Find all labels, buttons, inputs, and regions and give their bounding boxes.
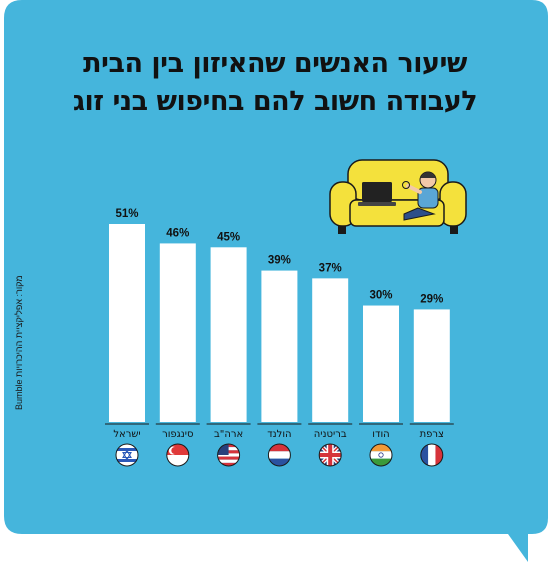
category-label: הולנד <box>267 429 291 440</box>
bar <box>363 305 399 422</box>
bar <box>210 247 247 422</box>
category-label: ישראל <box>113 429 140 440</box>
person-icon <box>402 171 439 221</box>
israel-flag <box>115 443 139 467</box>
bar-value-label: 29% <box>420 293 443 305</box>
netherlands-flag <box>267 443 291 467</box>
bar <box>109 224 145 422</box>
india-flag <box>369 443 393 467</box>
chart-title-line-2: לעבודה חשוב להם בחיפוש בני זוג <box>72 86 478 117</box>
bar-value-label: 39% <box>268 255 291 267</box>
category-label: הודו <box>372 429 389 440</box>
category-label: צרפת <box>420 429 444 440</box>
bar <box>261 270 298 422</box>
category-label: סינגפור <box>162 429 193 440</box>
sofa-illustration <box>329 159 467 234</box>
category-label: בריטניה <box>314 429 347 440</box>
bar-value-label: 30% <box>369 290 392 302</box>
bar <box>413 309 450 422</box>
bar <box>312 278 349 422</box>
uk-flag <box>318 443 342 467</box>
bar-value-label: 46% <box>166 227 189 239</box>
bar-value-label: 37% <box>319 262 342 274</box>
france-flag <box>420 443 444 467</box>
laptop-icon <box>358 182 396 206</box>
usa-flag <box>217 443 241 467</box>
bar-value-label: 51% <box>115 208 138 220</box>
source-note: מקור: אפליקציית ההיכרויות Bumble <box>14 275 24 410</box>
singapore-flag <box>166 443 190 467</box>
bar <box>159 243 196 422</box>
category-label: ארה"ב <box>214 429 243 440</box>
chart-title-line-1: שיעור האנשים שהאיזון בין הבית <box>83 48 467 79</box>
bar-value-label: 45% <box>217 231 240 243</box>
